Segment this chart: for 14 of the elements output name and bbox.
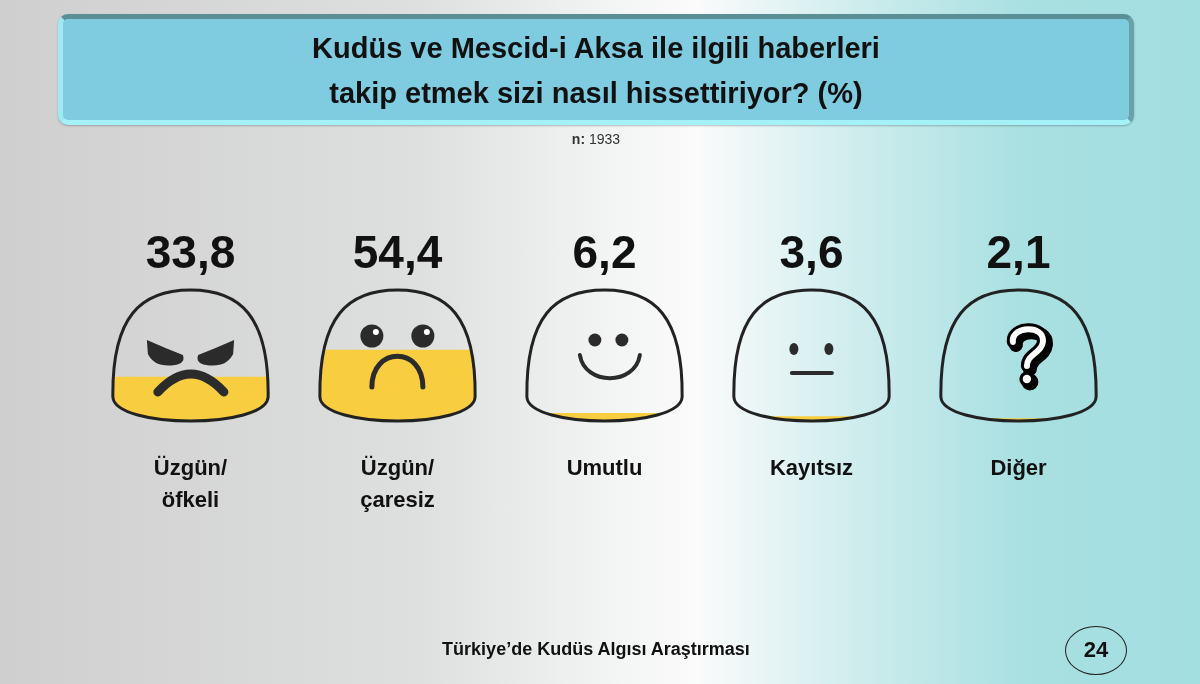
data-label: 6,2 <box>572 226 637 278</box>
text: 24 <box>1083 637 1109 663</box>
text: Türkiye’de Kudüs Algısı Araştırması <box>442 639 750 660</box>
chart-subtitle: n: 1933 <box>571 131 621 147</box>
x-tick-label: Kayıtsız <box>769 454 854 480</box>
x-tick-label: Üzgün/çaresiz <box>360 454 435 512</box>
data-label: 54,4 <box>352 226 443 278</box>
chart-title: Kudüs ve Mescid-i Aksa ile ilgili haberleri takip etmek sizi nasıl hissettiriyor? (%) <box>312 31 880 111</box>
x-tick-label: Üzgün/öfkeli <box>153 454 228 512</box>
data-label: 33,8 <box>145 226 236 278</box>
x-tick-label: Umutlu <box>566 454 643 480</box>
data-label: 2,1 <box>986 226 1051 278</box>
x-tick-label: Diğer <box>990 454 1048 480</box>
data-label: 3,6 <box>779 226 844 278</box>
